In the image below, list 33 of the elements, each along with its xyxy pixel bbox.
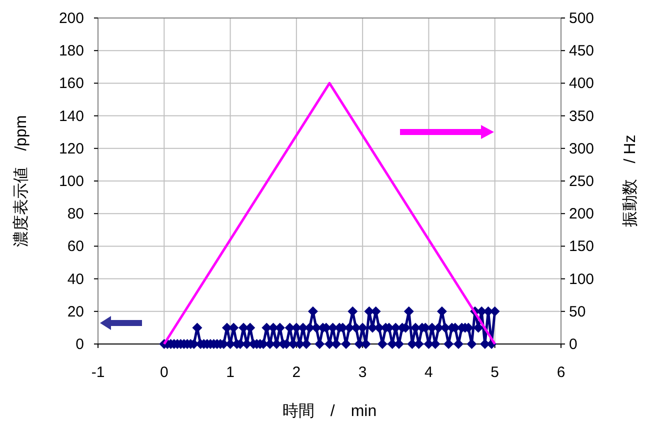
y-tick-label: 20 [67,303,84,320]
x-tick-label: 2 [292,364,301,381]
y2-tick-label: 350 [569,108,594,125]
y-axis-title: 濃度表示値 /ppm [12,115,30,247]
y-tick-label: 0 [76,336,84,353]
x-tick-label: 6 [556,364,566,381]
x-tick-label: 0 [160,364,168,381]
y-tick-label: 40 [67,270,84,288]
y-tick-label: 200 [58,10,84,27]
y2-tick-label: 50 [569,303,586,320]
y-tick-label: 180 [58,42,84,60]
y2-tick-label: 400 [569,75,594,92]
x-axis-title: 時間 / min [282,402,377,420]
y2-tick-label: 500 [569,10,594,27]
y2-tick-label: 100 [569,270,594,288]
x-tick-label: 3 [358,364,367,381]
y-tick-label: 60 [67,238,84,256]
x-tick-label: 5 [490,364,500,381]
y2-tick-label: 150 [569,238,594,256]
y2-tick-label: 200 [569,206,594,223]
y2-axis-title: 振動数 / Hz [622,134,639,228]
y-tick-label: 100 [58,173,84,190]
x-tick-label: 4 [424,364,433,381]
x-tick-label: -1 [91,364,105,381]
y2-tick-label: 300 [569,140,594,158]
y2-tick-label: 250 [569,173,594,190]
y-tick-label: 140 [58,108,84,125]
y-tick-label: 80 [67,206,84,223]
y2-tick-label: 450 [569,42,594,60]
x-tick-label: 1 [226,364,234,381]
y-tick-label: 160 [58,75,84,92]
y-tick-label: 120 [58,140,84,158]
y2-tick-label: 0 [569,336,578,353]
